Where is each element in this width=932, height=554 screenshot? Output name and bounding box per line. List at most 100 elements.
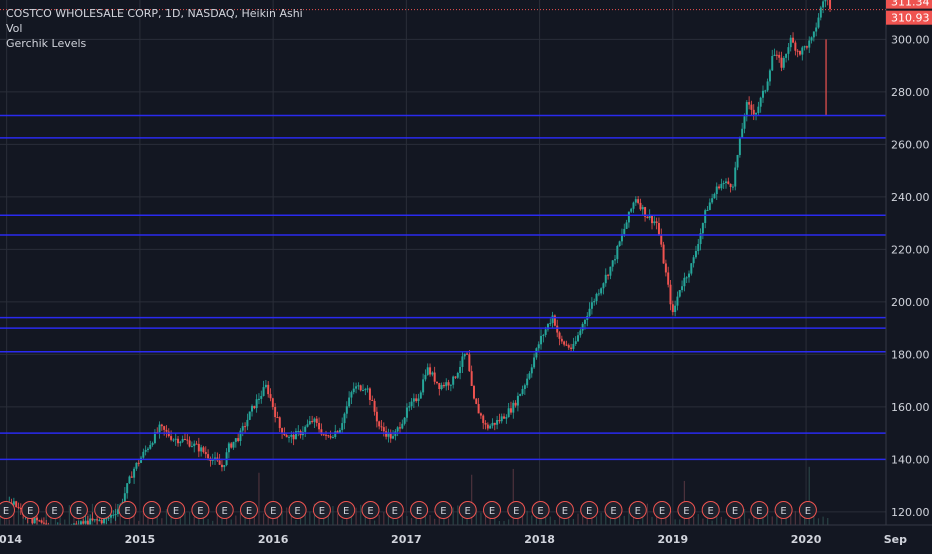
- volume-bar: [623, 515, 625, 525]
- earnings-marker: [701, 501, 720, 519]
- price-label-bg: [886, 0, 932, 9]
- candle-body: [729, 183, 732, 187]
- candle-body: [514, 402, 517, 406]
- volume-bar: [212, 520, 214, 525]
- candle-body: [669, 284, 672, 305]
- earnings-marker-label: E: [367, 506, 373, 517]
- candle-body: [366, 388, 369, 390]
- candle-body: [336, 431, 339, 433]
- candle-body: [530, 367, 533, 374]
- candle-body: [262, 387, 265, 396]
- volume-bar: [484, 515, 487, 525]
- candle-body: [304, 426, 307, 432]
- candle-body: [618, 241, 621, 246]
- candle-body: [308, 421, 311, 425]
- volume-bar: [309, 511, 311, 525]
- candle-body: [509, 408, 512, 413]
- volume-bar: [693, 516, 695, 525]
- volume-bar: [669, 510, 672, 525]
- volume-bar: [799, 507, 801, 525]
- candle-body: [109, 514, 112, 518]
- candle-body: [761, 90, 764, 98]
- candle-body: [690, 263, 693, 274]
- candle-body: [253, 405, 256, 409]
- price-tick-label: 300.00: [891, 33, 930, 46]
- volume-bar: [637, 520, 639, 525]
- candle-body: [595, 293, 598, 302]
- price-tick-label: 240.00: [891, 191, 930, 204]
- candle-body: [472, 386, 475, 399]
- candle-body: [581, 323, 584, 331]
- volume-bar: [230, 519, 232, 525]
- volume-bar: [475, 509, 477, 525]
- candle-body: [17, 506, 20, 509]
- candle-body: [620, 234, 623, 242]
- volume-bar: [568, 518, 570, 525]
- volume-bar: [577, 513, 579, 525]
- earnings-marker-label: E: [149, 506, 155, 517]
- price-tick-label: 220.00: [891, 243, 930, 256]
- candle-body: [805, 46, 808, 48]
- candle-body: [607, 274, 610, 276]
- candle-body: [602, 283, 605, 289]
- earnings-marker-label: E: [610, 506, 616, 517]
- candle-body: [722, 183, 725, 185]
- candle-body: [750, 104, 753, 110]
- candle-body: [789, 37, 792, 48]
- candle-body: [604, 274, 607, 284]
- candle-body: [782, 57, 785, 68]
- candle-body: [412, 398, 415, 402]
- candle-body: [577, 335, 580, 342]
- candle-body: [234, 438, 237, 442]
- candle-body: [741, 128, 744, 138]
- candle-body: [165, 429, 168, 432]
- candle-body: [662, 244, 665, 264]
- candle-body: [572, 343, 575, 349]
- candle-body: [174, 438, 177, 440]
- earnings-marker: [677, 501, 696, 519]
- candle-body: [429, 367, 432, 375]
- volume-bar: [591, 512, 593, 525]
- candle-body: [824, 0, 827, 2]
- candle-body: [405, 407, 408, 418]
- candle-body: [452, 376, 455, 385]
- volume-bar: [235, 515, 237, 525]
- volume-bar: [452, 507, 454, 525]
- volume-bar: [355, 507, 357, 525]
- candle-body: [417, 398, 420, 402]
- candle-body: [708, 202, 711, 210]
- volume-bar: [471, 474, 473, 525]
- candle-body: [792, 37, 795, 43]
- candle-body: [382, 427, 385, 432]
- volume-bar: [346, 516, 348, 525]
- candle-body: [535, 348, 538, 358]
- candle-body: [479, 413, 482, 416]
- earnings-marker-label: E: [51, 506, 57, 517]
- candle-body: [128, 476, 131, 484]
- earnings-marker: [288, 501, 307, 519]
- volume-bar: [373, 520, 376, 525]
- volume-indicator-label: Vol: [6, 22, 23, 35]
- candle-body: [664, 263, 667, 273]
- volume-bar: [175, 519, 177, 525]
- volume-bar: [253, 512, 255, 525]
- candle-body: [283, 433, 286, 436]
- volume-bar: [720, 516, 722, 525]
- candle-body: [202, 447, 205, 453]
- candle-body: [341, 423, 344, 430]
- candle-body: [98, 520, 101, 522]
- volume-bar: [360, 504, 362, 525]
- volume-bar: [216, 507, 218, 525]
- earnings-marker-label: E: [562, 506, 568, 517]
- volume-bar: [142, 513, 144, 525]
- volume-bar: [790, 508, 792, 525]
- candle-body: [96, 519, 99, 521]
- candle-body: [183, 439, 186, 441]
- candle-body: [500, 416, 503, 422]
- candle-body: [657, 223, 660, 235]
- candle-body: [181, 439, 184, 442]
- time-tick-label: 2017: [391, 533, 422, 546]
- earnings-marker: [385, 501, 404, 519]
